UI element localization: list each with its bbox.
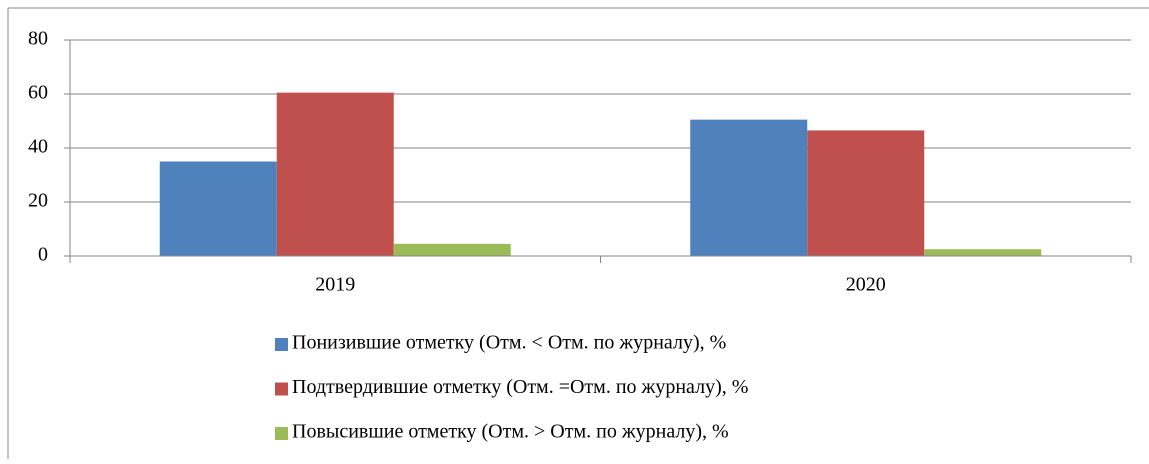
y-tick-label: 80 (28, 28, 48, 50)
y-tick-label: 40 (28, 136, 48, 158)
bar (159, 161, 277, 256)
x-tick-label: 2019 (315, 274, 355, 296)
bar (807, 130, 925, 256)
y-tick-label: 20 (28, 190, 48, 212)
bar (690, 119, 808, 257)
legend-label: Повысившие отметку (Отм. > Отм. по журна… (292, 421, 729, 443)
x-tick-label: 2020 (846, 274, 886, 296)
y-tick-label: 0 (38, 244, 48, 266)
legend-swatch (275, 427, 288, 440)
legend-swatch (275, 382, 288, 396)
bar (276, 92, 394, 257)
legend-label: Понизившие отметку (Отм. < Отм. по журна… (292, 332, 726, 354)
bar (924, 249, 1042, 256)
y-tick-label: 60 (28, 82, 48, 104)
legend-swatch (275, 338, 288, 351)
bar (393, 243, 511, 256)
legend-label: Подтвердившие отметку (Отм. =Отм. по жур… (292, 376, 748, 398)
